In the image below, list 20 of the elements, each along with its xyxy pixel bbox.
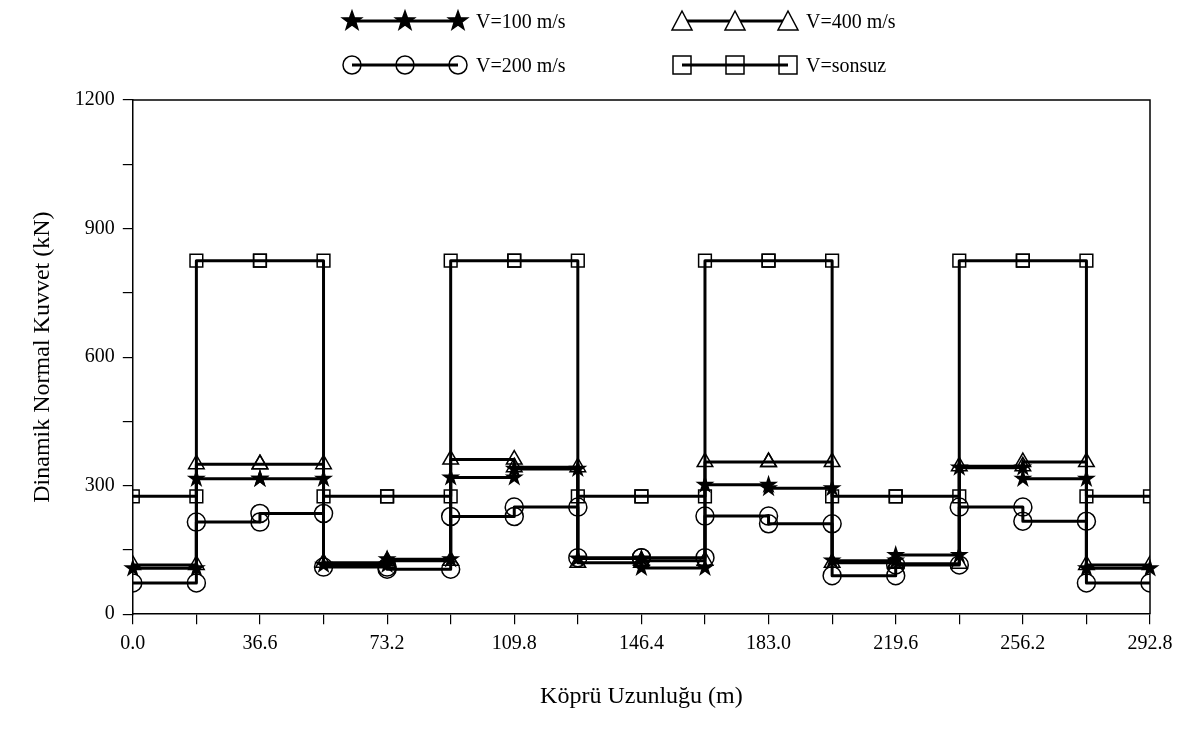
y-tick-label: 900 — [84, 215, 115, 238]
x-tick-label: 183.0 — [746, 631, 792, 654]
y-tick-label: 600 — [84, 344, 115, 367]
y-tick-label: 1200 — [74, 87, 115, 110]
legend-label: V=100 m/s — [476, 9, 566, 33]
y-tick-label: 0 — [104, 601, 115, 624]
x-tick-label: 0.0 — [120, 631, 146, 654]
x-tick-label: 36.6 — [242, 631, 278, 654]
x-tick-label: 109.8 — [491, 631, 537, 654]
x-tick-label: 219.6 — [873, 631, 919, 654]
legend-label: V=200 m/s — [476, 53, 566, 77]
x-axis-title: Köprü Uzunluğu (m) — [540, 681, 743, 708]
y-axis-title: Dinamik Normal Kuvvet (kN) — [27, 211, 54, 503]
x-tick-label: 256.2 — [1000, 631, 1046, 654]
x-tick-label: 292.8 — [1127, 631, 1173, 654]
legend-label: V=sonsuz — [806, 53, 887, 77]
x-tick-label: 146.4 — [618, 631, 664, 654]
x-tick-label: 73.2 — [369, 631, 405, 654]
legend-label: V=400 m/s — [806, 9, 896, 33]
y-tick-label: 300 — [84, 472, 115, 495]
